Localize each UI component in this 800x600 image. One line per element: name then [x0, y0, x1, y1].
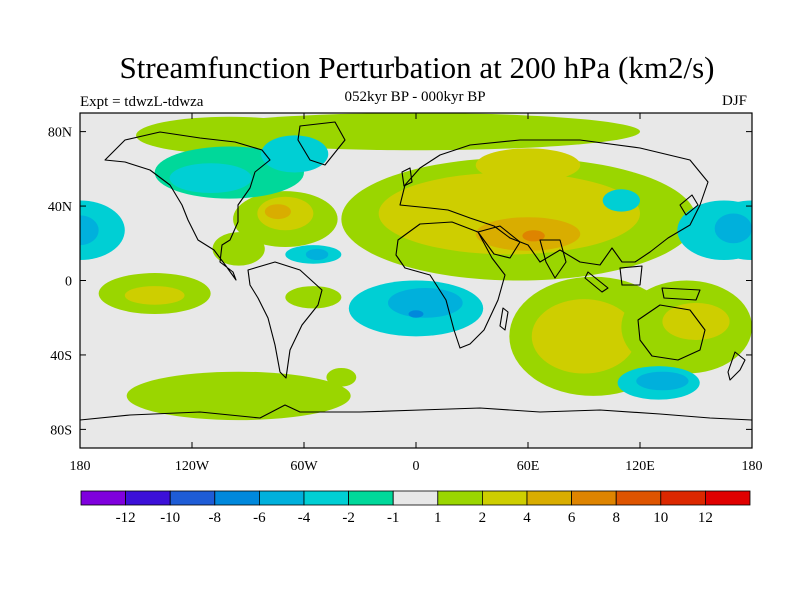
colorbar-bin-9: [481, 490, 528, 506]
contour-region-17: [531, 299, 637, 374]
contour-region-13: [126, 371, 351, 421]
coastline-south-america: [247, 261, 323, 379]
colorbar-bin-3: [214, 490, 260, 506]
colorbar-bin-8: [437, 490, 483, 506]
x-tick-label-3: 0: [413, 459, 420, 474]
x-tick-label-5: 120E: [625, 459, 655, 474]
contour-region-20: [80, 200, 125, 261]
contour-field: [80, 113, 752, 421]
colorbar-bin-10: [526, 490, 572, 506]
colorbar-label-10: 6: [568, 510, 576, 526]
colorbar-bin-14: [705, 490, 751, 506]
colorbar-label-8: 2: [479, 510, 487, 526]
contour-region-26: [169, 163, 252, 194]
contour-region-35: [602, 189, 640, 212]
coastline-japan: [679, 194, 699, 216]
colorbar-label-6: -1: [387, 510, 400, 526]
chart-title: Streamfunction Perturbation at 200 hPa (…: [119, 50, 715, 85]
colorbar-label-12: 10: [653, 510, 668, 526]
colorbar-bin-13: [660, 490, 706, 506]
coastline-new-zealand: [727, 351, 746, 381]
contour-region-15: [285, 286, 342, 309]
colorbar-bin-2: [169, 490, 216, 506]
coastline-madagascar: [499, 307, 509, 331]
contour-region-9: [264, 204, 291, 220]
contour-region-14: [326, 367, 357, 387]
colorbar-label-13: 12: [698, 510, 713, 526]
contour-region-19: [662, 302, 730, 341]
colorbar-label-9: 4: [523, 510, 531, 526]
map-axes: 180 120W 60W 0 60E 120E 180 80N 40N 0 40S 80S: [48, 113, 763, 474]
colorbar-label-4: -4: [298, 510, 311, 526]
experiment-label: Expt = tdwzL-tdwza: [80, 94, 204, 110]
contour-region-22: [80, 215, 99, 246]
contour-region-32: [408, 310, 424, 318]
coastline-north-america: [104, 131, 271, 281]
contour-region-27: [261, 135, 329, 173]
colorbar-bin-0: [80, 490, 126, 506]
colorbar-label-7: 1: [434, 510, 442, 526]
coastlines: [80, 121, 752, 421]
coastline-eurasia: [399, 139, 709, 266]
colorbar-label-3: -6: [253, 510, 266, 526]
y-tick-label-1: 40N: [48, 200, 72, 215]
coastline-british-isles: [401, 167, 413, 187]
colorbar-label-0: -12: [116, 510, 136, 526]
contour-region-34: [636, 371, 689, 391]
colorbar-bin-5: [303, 490, 349, 506]
x-tick-label-1: 120W: [175, 459, 210, 474]
chart-subtitle: 052kyr BP - 000kyr BP: [344, 89, 486, 105]
colorbar-label-1: -10: [160, 510, 180, 526]
season-label: DJF: [722, 93, 748, 109]
y-tick-label-0: 80N: [48, 126, 72, 141]
coastline-arabia: [477, 225, 521, 259]
colorbar: -12 -10 -8 -6 -4 -2 -1 1 2 4 6 8 10 12: [80, 490, 751, 526]
coastline-greenland: [297, 121, 346, 166]
colorbar-label-5: -2: [342, 510, 355, 526]
coastline-borneo: [619, 265, 643, 286]
y-tick-label-4: 80S: [50, 423, 72, 438]
contour-region-10: [212, 232, 265, 266]
colorbar-label-11: 8: [612, 510, 620, 526]
contour-region-4: [475, 148, 581, 182]
x-tick-label-2: 60W: [290, 459, 318, 474]
colorbar-bin-12: [615, 490, 662, 506]
y-tick-label-3: 40S: [50, 349, 72, 364]
colorbar-bin-11: [571, 490, 617, 506]
coastline-australia: [637, 304, 706, 361]
colorbar-bin-6: [348, 490, 394, 506]
x-tick-label-0: 180: [70, 459, 91, 474]
x-tick-label-4: 60E: [517, 459, 540, 474]
coastline-sumatra: [584, 271, 609, 293]
contour-region-29: [305, 248, 329, 261]
colorbar-bin-4: [258, 490, 305, 506]
colorbar-label-2: -8: [209, 510, 222, 526]
coastline-india: [539, 239, 567, 279]
contour-region-31: [388, 287, 463, 318]
coastline-new-guinea: [661, 287, 701, 301]
y-tick-label-2: 0: [65, 275, 72, 290]
coastline-africa: [395, 221, 506, 349]
colorbar-bin-7: [392, 490, 439, 506]
contour-region-12: [124, 286, 185, 305]
contour-region-24: [714, 213, 752, 244]
contour-region-6: [522, 230, 545, 242]
x-tick-label-6: 180: [742, 459, 763, 474]
coastline-antarctica: [80, 404, 752, 421]
colorbar-bin-1: [125, 490, 171, 506]
